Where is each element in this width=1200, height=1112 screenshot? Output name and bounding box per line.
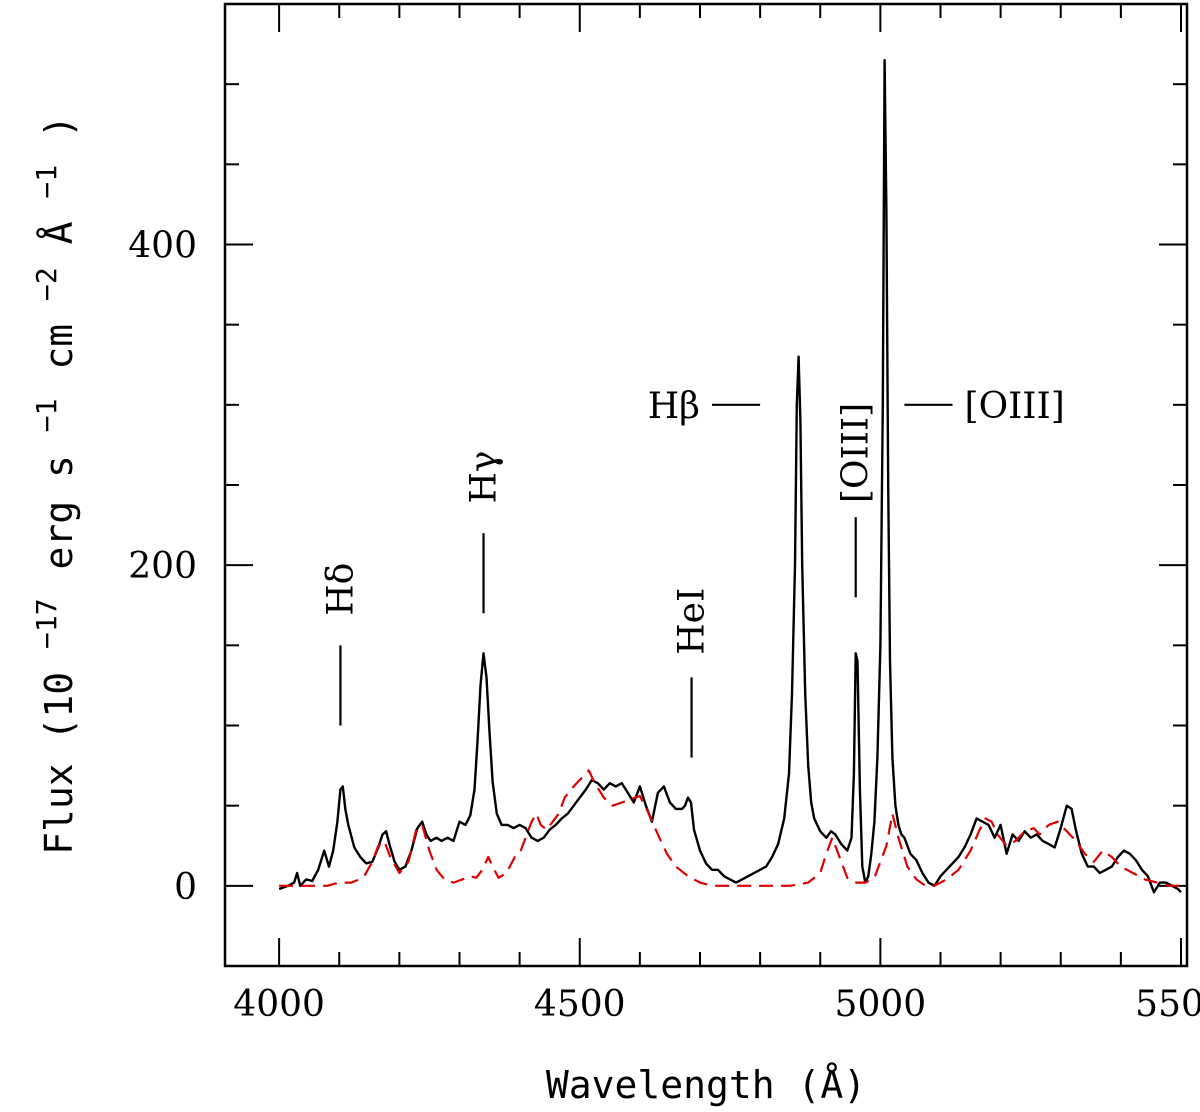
y-label-mid3: Å (37, 221, 81, 244)
line-label: Hβ (648, 386, 700, 427)
series-layer (278, 58, 1182, 894)
y-label-mid1: erg s (37, 455, 81, 569)
x-axis-label: Wavelength (Å) (546, 1063, 866, 1107)
annotation-layer: Hδ Hγ HeI [OIII] Hβ [OIII] (320, 386, 1065, 758)
y-label-prefix: Flux (10 (37, 672, 81, 855)
y-label-exp4: −1 (30, 165, 63, 199)
y-tick-label: 400 (128, 226, 197, 267)
line-label: Hδ (320, 563, 361, 616)
y-tick-label: 200 (128, 546, 197, 587)
line-label: [OIII] (965, 386, 1065, 427)
y-axis-label: Flux (10 −17 erg s −1 cm −2 Å −1 ) (21, 115, 81, 855)
plot-frame (223, 2, 1189, 968)
model-spectrum-line (279, 769, 1181, 887)
y-label-exp3: −2 (30, 267, 63, 301)
line-label: HeI (672, 588, 713, 655)
y-label-suffix: ) (37, 115, 81, 138)
y-label-mid2: cm (37, 324, 81, 370)
x-tick-label: 5000 (835, 984, 927, 1025)
axis-ticks (225, 4, 1187, 966)
y-label-exp1: −17 (30, 598, 63, 649)
y-label-exp2: −1 (30, 399, 63, 433)
x-tick-label: 4500 (534, 984, 626, 1025)
line-label: Hγ (464, 451, 505, 504)
observed-spectrum-line (278, 58, 1182, 894)
x-tick-label: 4000 (233, 984, 325, 1025)
line-label: [OIII] (836, 403, 877, 503)
y-tick-label: 0 (174, 867, 197, 908)
